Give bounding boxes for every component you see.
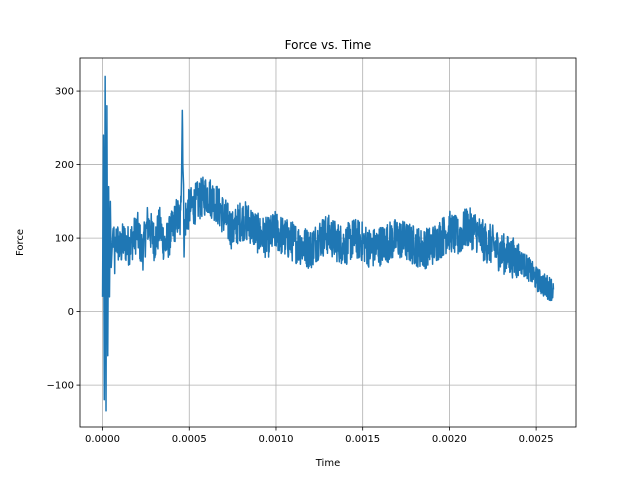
x-tick-label: 0.0005 [172,434,207,445]
y-axis-label: Force [15,229,26,256]
x-tick-label: 0.0025 [519,434,554,445]
x-tick-label: 0.0015 [345,434,380,445]
series-line [101,75,555,412]
axes-frame [79,57,577,428]
x-tick-label: 0.0020 [432,434,467,445]
y-tick-label: 100 [55,234,74,245]
y-axis: −100 0 100 200 300 [47,87,80,392]
chart-title: Force vs. Time [285,38,372,52]
y-tick-label: −100 [47,381,74,392]
y-tick-label: 300 [55,87,74,98]
x-tick-label: 0.0000 [85,434,120,445]
y-tick-label: 200 [55,160,74,171]
plot-area [101,75,555,412]
x-axis: 0.0000 0.0005 0.0010 0.0015 0.0020 0.0025 [85,427,554,445]
y-tick-label: 0 [68,307,74,318]
x-axis-label: Time [315,458,340,469]
x-tick-label: 0.0010 [258,434,293,445]
